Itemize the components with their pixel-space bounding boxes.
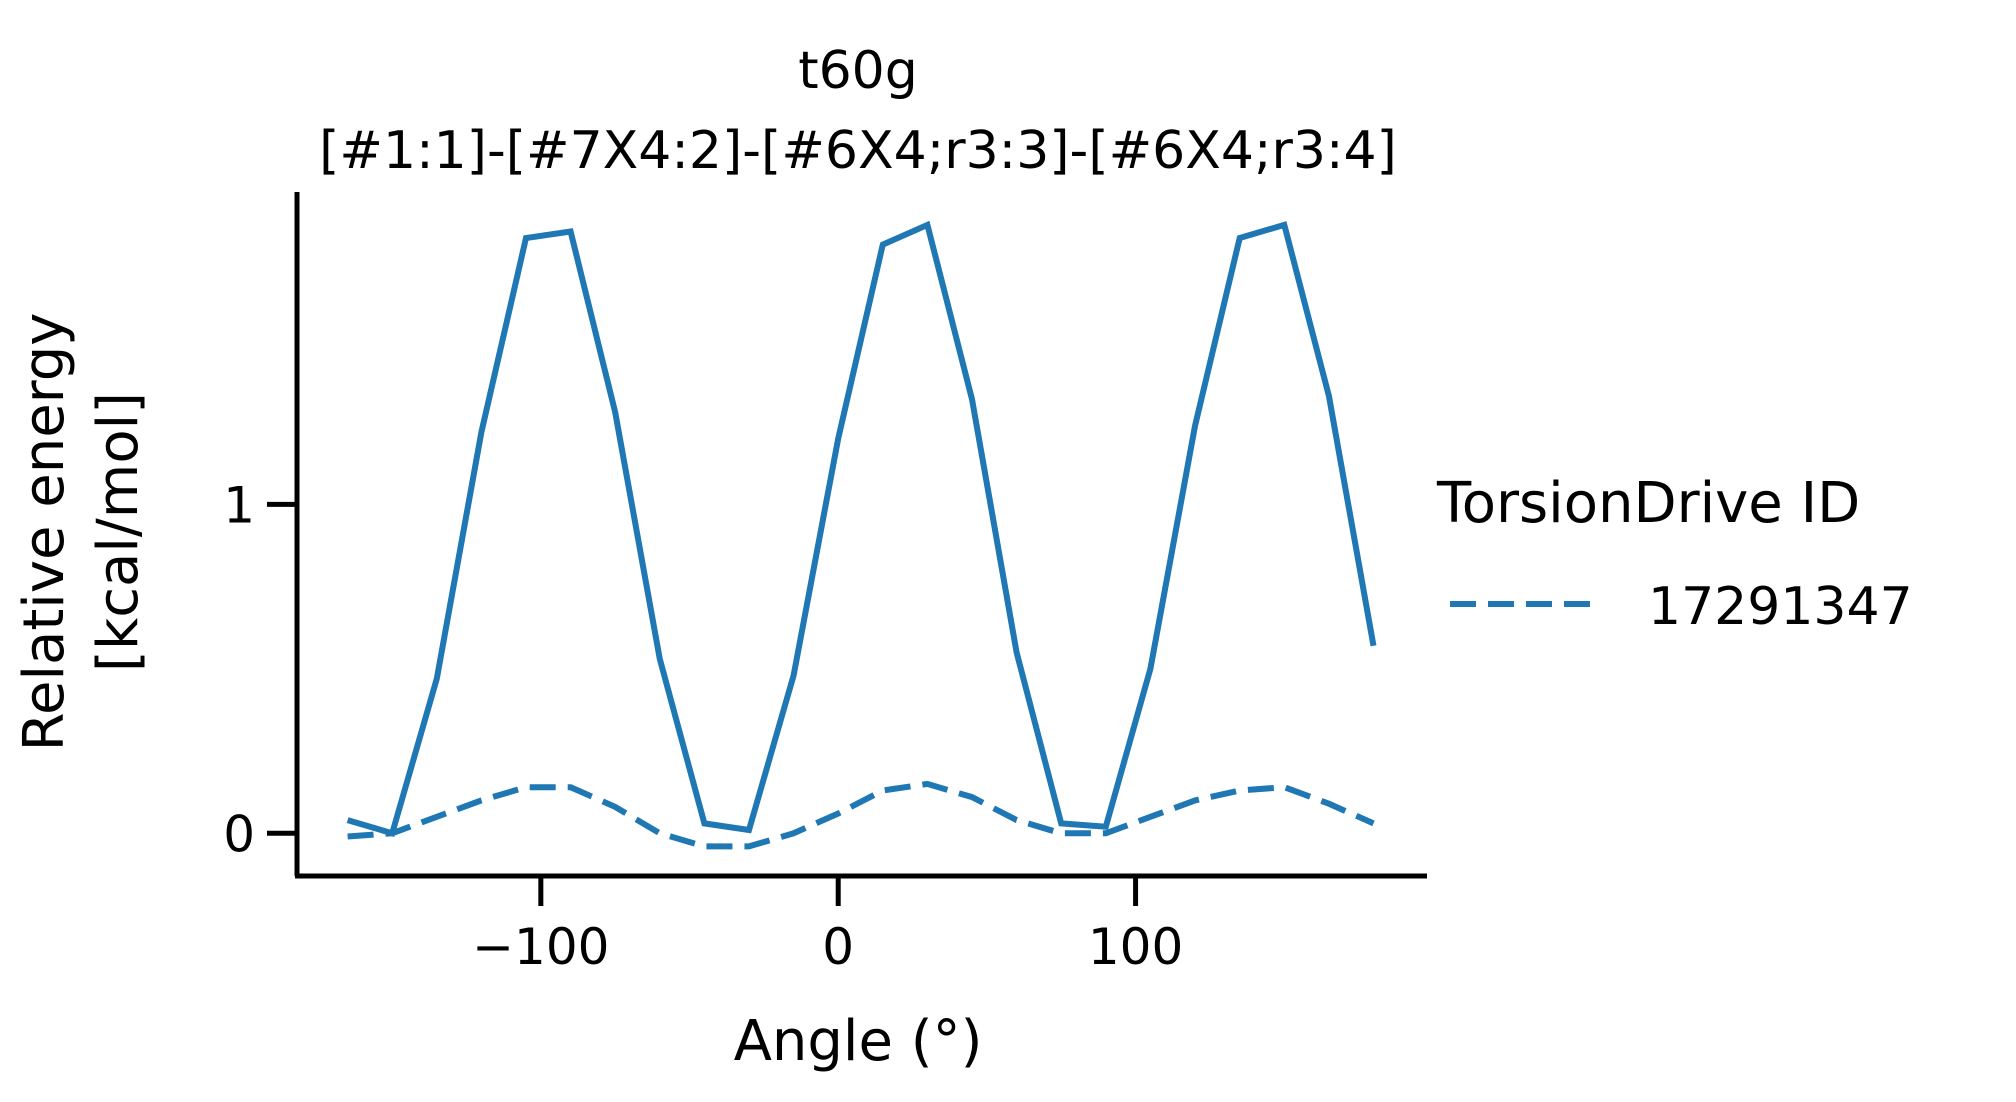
x-tick-label: 100 <box>1088 918 1183 976</box>
legend: TorsionDrive ID 17291347 <box>1436 471 1913 637</box>
series-line-dashed <box>347 780 1375 850</box>
y-axis-label-line-2: [kcal/mol] <box>86 392 151 672</box>
y-axis-label-line-1: Relative energy <box>12 313 77 752</box>
chart-title-line-2: [#1:1]-[#7X4:2]-[#6X4;r3:3]-[#6X4;r3:4] <box>319 121 1397 181</box>
chart-title-line-1: t60g <box>798 41 918 101</box>
legend-entry-label: 17291347 <box>1648 577 1913 637</box>
y-tick-label: 1 <box>223 476 255 534</box>
ticks-layer: −100 0 100 0 1 <box>223 476 1183 976</box>
x-tick-label: −100 <box>472 918 609 976</box>
series-layer <box>346 220 1377 850</box>
x-tick-label: 0 <box>822 918 854 976</box>
series-line-solid <box>346 220 1377 838</box>
x-axis-label: Angle (°) <box>734 1009 983 1074</box>
legend-title: TorsionDrive ID <box>1436 471 1860 536</box>
y-tick-label: 0 <box>223 805 255 863</box>
